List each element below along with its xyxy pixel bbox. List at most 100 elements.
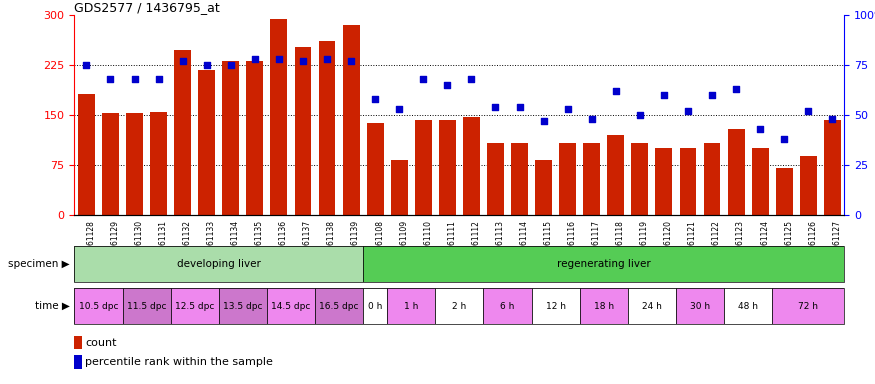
Text: GSM161135: GSM161135 (255, 220, 264, 266)
Bar (102, 113, 119, 215)
Text: GSM161114: GSM161114 (520, 220, 528, 266)
Bar (724, 288, 773, 324)
Text: 2 h: 2 h (452, 302, 466, 311)
Point (80, 62, 94, 68)
Text: GSM161111: GSM161111 (447, 220, 457, 266)
Point (224, 62, 238, 68)
Bar (315, 288, 363, 324)
Text: GSM161117: GSM161117 (592, 220, 601, 266)
Point (416, 76, 430, 82)
Bar (752, 149, 768, 215)
Point (536, 118, 550, 124)
Point (584, 116, 598, 122)
Bar (74, 336, 82, 349)
Bar (824, 120, 841, 215)
Bar (388, 288, 436, 324)
Text: GSM161131: GSM161131 (158, 220, 168, 266)
Text: GSM161132: GSM161132 (183, 220, 192, 266)
Text: percentile rank within the sample: percentile rank within the sample (86, 357, 273, 367)
Point (368, 96, 382, 102)
Text: 0 h: 0 h (368, 302, 382, 311)
Text: GSM161137: GSM161137 (303, 220, 312, 266)
Text: GSM161123: GSM161123 (736, 220, 746, 266)
Text: 10.5 dpc: 10.5 dpc (79, 302, 118, 311)
Text: GSM161112: GSM161112 (472, 220, 480, 266)
Text: specimen ▶: specimen ▶ (9, 259, 70, 269)
Bar (343, 25, 360, 215)
Text: 6 h: 6 h (500, 302, 514, 311)
Bar (78, 94, 94, 215)
Point (392, 106, 406, 112)
Text: GSM161134: GSM161134 (231, 220, 240, 266)
Point (151, 76, 165, 82)
Point (440, 82, 454, 88)
Text: GSM161115: GSM161115 (543, 220, 553, 266)
Point (488, 104, 502, 110)
Point (465, 76, 479, 82)
Bar (270, 19, 287, 215)
Bar (247, 61, 263, 215)
Text: 72 h: 72 h (798, 302, 818, 311)
Point (729, 86, 743, 92)
Bar (74, 246, 363, 282)
Text: GSM161110: GSM161110 (424, 220, 432, 266)
Bar (607, 135, 624, 215)
Point (200, 62, 214, 68)
Point (825, 116, 839, 122)
Bar (483, 288, 532, 324)
Text: 11.5 dpc: 11.5 dpc (127, 302, 166, 311)
Bar (536, 160, 552, 215)
Text: count: count (86, 338, 117, 348)
Bar (773, 288, 844, 324)
Bar (532, 288, 580, 324)
Text: GSM161129: GSM161129 (110, 220, 120, 266)
Text: GSM161113: GSM161113 (495, 220, 505, 266)
Text: 16.5 dpc: 16.5 dpc (319, 302, 359, 311)
Bar (776, 169, 793, 215)
Text: GSM161139: GSM161139 (351, 220, 360, 266)
Bar (728, 129, 745, 215)
Point (320, 56, 334, 62)
Text: GSM161108: GSM161108 (375, 220, 384, 266)
Bar (318, 41, 335, 215)
Bar (171, 288, 219, 324)
Bar (628, 288, 676, 324)
Text: 12 h: 12 h (546, 302, 565, 311)
Point (344, 58, 358, 65)
Bar (126, 113, 143, 215)
Bar (439, 120, 456, 215)
Point (128, 76, 142, 82)
Bar (363, 246, 844, 282)
Text: GSM161116: GSM161116 (568, 220, 577, 266)
Bar (74, 288, 122, 324)
Text: GSM161124: GSM161124 (760, 220, 769, 266)
Point (513, 104, 527, 110)
Bar (267, 288, 315, 324)
Bar (74, 355, 82, 369)
Text: regenerating liver: regenerating liver (556, 259, 651, 269)
Text: GSM161125: GSM161125 (784, 220, 794, 266)
Text: GSM161136: GSM161136 (279, 220, 288, 266)
Bar (487, 143, 504, 215)
Point (633, 112, 647, 118)
Bar (415, 120, 431, 215)
Bar (800, 156, 816, 215)
Text: GSM161118: GSM161118 (616, 220, 625, 266)
Point (561, 106, 575, 112)
Bar (632, 143, 648, 215)
Bar (580, 288, 628, 324)
Bar (367, 123, 383, 215)
Text: 48 h: 48 h (738, 302, 758, 311)
Text: GSM161109: GSM161109 (399, 220, 409, 266)
Bar (199, 70, 215, 215)
Point (103, 76, 117, 82)
Bar (222, 61, 239, 215)
Text: GSM161133: GSM161133 (206, 220, 216, 266)
Text: 13.5 dpc: 13.5 dpc (223, 302, 262, 311)
Text: 30 h: 30 h (690, 302, 710, 311)
Text: time ▶: time ▶ (35, 301, 70, 311)
Text: GSM161130: GSM161130 (135, 220, 144, 266)
Point (248, 56, 262, 62)
Bar (704, 143, 720, 215)
Point (272, 56, 286, 62)
